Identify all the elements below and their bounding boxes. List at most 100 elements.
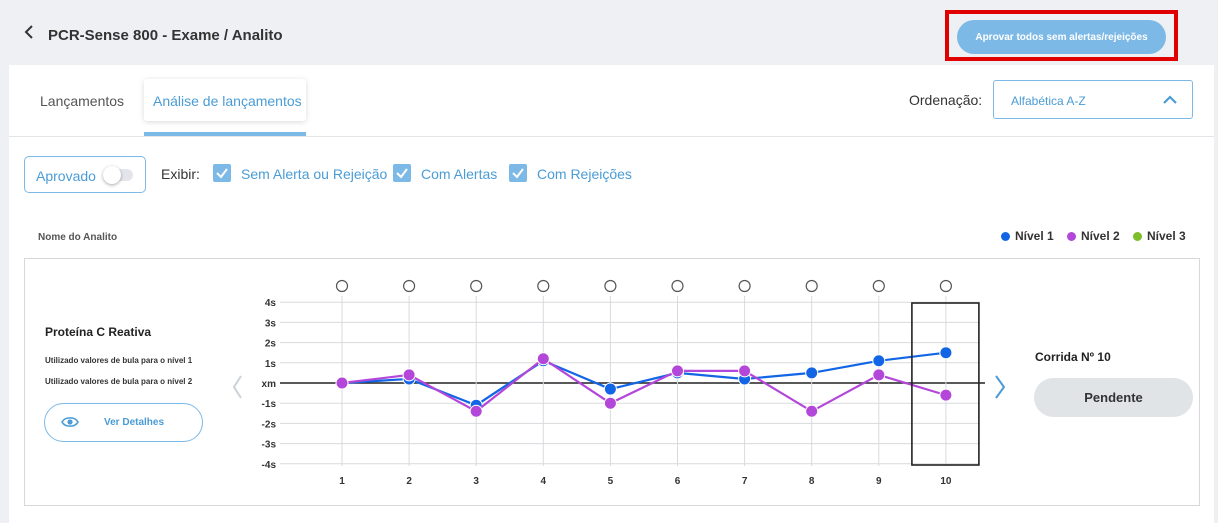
data-point[interactable]	[939, 388, 953, 402]
pending-status-label: Pendente	[1084, 390, 1143, 405]
approve-all-button[interactable]: Aprovar todos sem alertas/rejeições	[957, 20, 1166, 54]
legend-item-nivel-3: Nível 3	[1133, 229, 1186, 243]
data-point[interactable]	[872, 354, 886, 368]
legend-label: Nível 2	[1081, 229, 1120, 243]
run-status-circle[interactable]	[671, 279, 684, 293]
pending-status-button[interactable]: Pendente	[1034, 378, 1193, 417]
data-point[interactable]	[603, 382, 617, 396]
x-tick-label: 7	[742, 476, 748, 487]
analyte-note: Utilizado valores de bula para o nível 2	[45, 377, 193, 386]
chevron-left-icon[interactable]	[232, 375, 242, 399]
check-icon	[396, 168, 408, 179]
series-line	[341, 357, 947, 413]
data-point[interactable]	[536, 352, 550, 366]
x-tick-label: 5	[608, 476, 614, 487]
legend-dot	[1133, 231, 1142, 241]
page-title: PCR-Sense 800 - Exame / Analito	[48, 27, 283, 44]
data-point[interactable]	[872, 368, 886, 382]
approve-all-highlight: Aprovar todos sem alertas/rejeições	[945, 10, 1178, 61]
legend-label: Nível 3	[1147, 229, 1186, 243]
tab-analise-lancamentos-label: Análise de lançamentos	[153, 93, 302, 109]
data-point[interactable]	[738, 364, 752, 378]
run-status-circle[interactable]	[604, 279, 617, 293]
checkbox-com-rejeicoes[interactable]	[509, 164, 527, 182]
data-point[interactable]	[603, 396, 617, 410]
legend-dot	[1067, 231, 1076, 241]
x-axis-ticks: 1 2 3 4 5 6 7 8 9 10	[339, 476, 952, 487]
active-tab-indicator	[144, 132, 306, 136]
run-status-circle[interactable]	[470, 279, 483, 293]
x-tick-label: 2	[406, 476, 412, 487]
check-icon	[216, 168, 228, 179]
y-tick-label: -4s	[262, 460, 277, 471]
back-icon[interactable]	[24, 25, 34, 44]
checkbox-com-alertas[interactable]	[393, 164, 411, 182]
checkbox-com-rejeicoes-label[interactable]: Com Rejeições	[537, 166, 632, 182]
chevron-right-icon[interactable]	[995, 375, 1006, 399]
run-status-circle[interactable]	[335, 279, 349, 293]
run-status-circle[interactable]	[805, 279, 818, 293]
run-status-circle[interactable]	[537, 279, 550, 293]
approved-toggle-label: Aprovado	[36, 168, 96, 184]
sort-select-value: Alfabética A-Z	[1011, 94, 1086, 108]
sort-label: Ordenação:	[909, 92, 983, 108]
view-details-button[interactable]: Ver Detalhes	[44, 403, 203, 442]
run-status-circle[interactable]	[403, 279, 416, 293]
x-tick-label: 3	[473, 476, 479, 487]
analyte-name: Proteína C Reativa	[45, 325, 152, 339]
data-point[interactable]	[402, 368, 416, 382]
data-point[interactable]	[671, 364, 684, 378]
x-tick-label: 1	[339, 476, 345, 487]
data-point[interactable]	[469, 404, 483, 418]
analyte-column-header: Nome do Analito	[38, 232, 118, 243]
run-status-markers	[335, 279, 953, 293]
eye-icon	[61, 417, 79, 427]
chevron-up-icon	[1163, 95, 1177, 104]
legend-item-nivel-2: Nível 2	[1067, 229, 1120, 243]
legend-item-nivel-1: Nível 1	[1001, 229, 1054, 243]
x-tick-label: 10	[940, 476, 952, 487]
legend-dot	[1001, 231, 1010, 241]
y-axis-ticks: 4s 3s 2s 1s xm -1s -2s -3s -4s	[262, 298, 277, 471]
y-tick-label: 3s	[265, 318, 277, 329]
tabs-bar: Lançamentos Análise de lançamentos	[9, 65, 1214, 137]
y-tick-label: -1s	[262, 399, 277, 410]
show-label: Exibir:	[161, 166, 200, 182]
chart-grid	[280, 296, 985, 466]
y-tick-label: -3s	[262, 440, 277, 451]
checkbox-com-alertas-label[interactable]: Com Alertas	[421, 166, 498, 182]
y-tick-label: xm	[262, 379, 277, 390]
approved-toggle-switch[interactable]	[103, 166, 133, 184]
checkbox-sem-alerta-label[interactable]: Sem Alerta ou Rejeição	[241, 166, 388, 182]
check-icon	[512, 168, 524, 179]
run-status-circle[interactable]	[738, 279, 751, 293]
y-tick-label: 1s	[265, 359, 277, 370]
analyte-card	[24, 258, 1200, 506]
tab-lancamentos[interactable]: Lançamentos	[40, 93, 125, 109]
y-tick-label: 4s	[265, 298, 277, 309]
toggle-knob	[103, 166, 121, 184]
x-tick-label: 4	[541, 476, 547, 487]
run-status-circle[interactable]	[939, 279, 953, 293]
sort-select[interactable]: Alfabética A-Z	[993, 80, 1193, 119]
x-tick-label: 8	[809, 476, 815, 487]
x-tick-label: 9	[876, 476, 882, 487]
run-number: Corrida Nº 10	[1035, 350, 1111, 364]
y-tick-label: -2s	[262, 419, 277, 430]
checkbox-sem-alerta[interactable]	[213, 164, 231, 182]
data-point[interactable]	[335, 376, 349, 390]
approved-toggle-button[interactable]: Aprovado	[24, 156, 146, 193]
data-point[interactable]	[939, 346, 953, 360]
run-status-circle[interactable]	[872, 279, 885, 293]
legend-label: Nível 1	[1015, 229, 1054, 243]
data-point[interactable]	[805, 366, 819, 380]
series-line	[341, 351, 947, 407]
selected-run-highlight	[911, 302, 980, 466]
view-details-label: Ver Detalhes	[104, 417, 165, 428]
data-point[interactable]	[805, 404, 819, 418]
tab-analise-lancamentos[interactable]: Análise de lançamentos	[144, 79, 306, 121]
x-tick-label: 6	[675, 476, 681, 487]
y-tick-label: 2s	[265, 339, 277, 350]
analyte-note: Utilizado valores de bula para o nível 1	[45, 356, 193, 365]
